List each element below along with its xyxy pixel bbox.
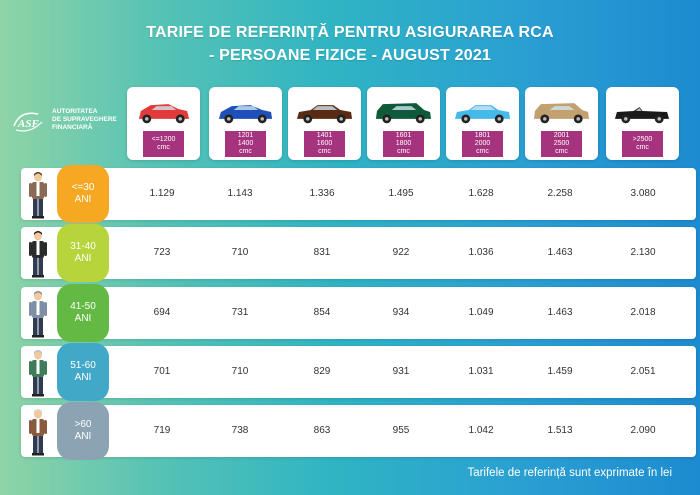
- age-range-label: >60: [74, 419, 92, 430]
- age-group-badge: 31-40 ANI: [57, 224, 109, 282]
- person-icon: [29, 172, 47, 219]
- tariff-value: 1.463: [547, 247, 573, 258]
- age-range-label: 41-50: [70, 301, 96, 312]
- tariff-value: 829: [313, 366, 331, 377]
- tariff-value: 831: [313, 247, 331, 258]
- age-unit-label: ANI: [74, 431, 92, 442]
- car-icon: [454, 105, 511, 124]
- age-unit-label: ANI: [74, 313, 92, 324]
- tariff-value: 710: [231, 366, 249, 377]
- car-icon: [375, 103, 432, 124]
- tariff-value: 3.080: [630, 188, 656, 199]
- tariff-value: 2.258: [547, 188, 573, 199]
- tariff-value: 854: [313, 307, 331, 318]
- engine-capacity-label: 1401 1600 cmc: [304, 131, 345, 157]
- logo-text-line-1: AUTORITATEA: [52, 108, 98, 115]
- svg-text:ASF: ASF: [17, 118, 39, 130]
- logo-text-line-3: FINANCIARĂ: [52, 124, 93, 131]
- age-unit-label: ANI: [74, 194, 92, 205]
- age-group-row: >60 ANI 719 738 863 955 1.042 1.513 2.090: [21, 402, 696, 460]
- tariff-value: 2.090: [630, 425, 656, 436]
- tariff-value: 922: [392, 247, 410, 258]
- engine-capacity-text: >2500 cmc: [632, 136, 653, 151]
- car-tile: 1201 1400 cmc: [209, 87, 282, 160]
- car-icon: [533, 103, 590, 124]
- tariff-value: 1.042: [468, 425, 494, 436]
- tariff-value: 1.459: [547, 366, 573, 377]
- tariff-value: 1.129: [149, 188, 175, 199]
- tariff-value: 931: [392, 366, 410, 377]
- tariff-value: 955: [392, 425, 410, 436]
- car-tile: 1601 1800 cmc: [367, 87, 440, 160]
- car-icon: [218, 105, 273, 124]
- tariff-value: 1.463: [547, 307, 573, 318]
- tariff-value: 2.018: [630, 307, 656, 318]
- engine-capacity-text: 2001 2500 cmc: [553, 132, 570, 155]
- car-tile: 2001 2500 cmc: [525, 87, 598, 160]
- person-icon: [29, 291, 47, 338]
- tariff-value: 1.513: [547, 425, 573, 436]
- tariff-value: 934: [392, 307, 410, 318]
- age-group-row: 51-60 ANI 701 710 829 931 1.031 1.459 2.051: [21, 343, 696, 401]
- person-icon: [29, 231, 47, 278]
- tariff-value: 710: [231, 247, 249, 258]
- car-tile: 1801 2000 cmc: [446, 87, 519, 160]
- engine-capacity-label: <=1200 cmc: [143, 131, 184, 157]
- age-group-badge: <=30 ANI: [57, 165, 109, 223]
- car-tile: 1401 1600 cmc: [288, 87, 361, 160]
- engine-capacity-text: 1401 1600 cmc: [316, 132, 333, 155]
- tariff-value: 719: [153, 425, 171, 436]
- tariff-value: 2.051: [630, 366, 656, 377]
- engine-capacity-label: >2500 cmc: [622, 131, 663, 157]
- engine-capacity-label: 1201 1400 cmc: [225, 131, 266, 157]
- tariff-value: 694: [153, 307, 171, 318]
- title-line-1: TARIFE DE REFERINȚĂ PENTRU ASIGURAREA RC…: [146, 24, 554, 41]
- person-icon: [29, 350, 47, 397]
- tariff-value: 738: [231, 425, 249, 436]
- tariff-value: 1.049: [468, 307, 494, 318]
- engine-capacity-text: 1601 1800 cmc: [395, 132, 412, 155]
- tariff-value: 723: [153, 247, 171, 258]
- age-group-row: <=30 ANI 1.129 1.143 1.336 1.495 1.628 2.258 3.0…: [21, 165, 696, 223]
- engine-capacity-text: 1201 1400 cmc: [237, 132, 254, 155]
- age-group-badge: 41-50 ANI: [57, 284, 109, 342]
- asf-logo-mark: ASF: [13, 112, 43, 132]
- tariff-value: 2.130: [630, 247, 656, 258]
- car-tile: <=1200 cmc: [127, 87, 200, 160]
- age-unit-label: ANI: [74, 253, 92, 264]
- tariff-value: 1.336: [309, 188, 335, 199]
- age-range-label: <=30: [71, 182, 95, 193]
- car-icon: [614, 107, 670, 124]
- tariff-value: 863: [313, 425, 331, 436]
- car-icon: [296, 105, 353, 124]
- engine-capacity-text: <=1200 cmc: [151, 136, 176, 151]
- tariff-value: 701: [153, 366, 171, 377]
- age-group-badge: >60 ANI: [57, 402, 109, 460]
- asf-logo: ASF AUTORITATEA DE SUPRAVEGHERE FINANCIA…: [6, 102, 134, 142]
- age-range-label: 51-60: [70, 360, 96, 371]
- age-unit-label: ANI: [74, 372, 92, 383]
- tariff-value: 731: [231, 307, 249, 318]
- age-range-label: 31-40: [70, 241, 96, 252]
- age-group-row: 31-40 ANI 723 710 831 922 1.036 1.463 2.130: [21, 224, 696, 282]
- logo-text-line-2: DE SUPRAVEGHERE: [52, 116, 117, 123]
- tariff-value: 1.495: [388, 188, 414, 199]
- age-group-row: 41-50 ANI 694 731 854 934 1.049 1.463 2.018: [21, 284, 696, 342]
- engine-capacity-text: 1801 2000 cmc: [474, 132, 491, 155]
- tariff-value: 1.143: [227, 188, 253, 199]
- engine-capacity-label: 1801 2000 cmc: [462, 131, 503, 157]
- tariff-value: 1.031: [468, 366, 494, 377]
- engine-capacity-label: 1601 1800 cmc: [383, 131, 424, 157]
- engine-capacity-label: 2001 2500 cmc: [541, 131, 582, 157]
- car-tile: >2500 cmc: [606, 87, 679, 160]
- age-group-badge: 51-60 ANI: [57, 343, 109, 401]
- footer-note: Tarifele de referință sunt exprimate în …: [467, 467, 672, 479]
- title-line-2: - PERSOANE FIZICE - AUGUST 2021: [208, 47, 492, 64]
- asf-logo-text: AUTORITATEA DE SUPRAVEGHERE FINANCIARĂ: [52, 108, 132, 132]
- person-icon: [29, 409, 47, 456]
- tariff-value: 1.628: [468, 188, 494, 199]
- tariff-value: 1.036: [468, 247, 494, 258]
- car-icon: [138, 104, 190, 124]
